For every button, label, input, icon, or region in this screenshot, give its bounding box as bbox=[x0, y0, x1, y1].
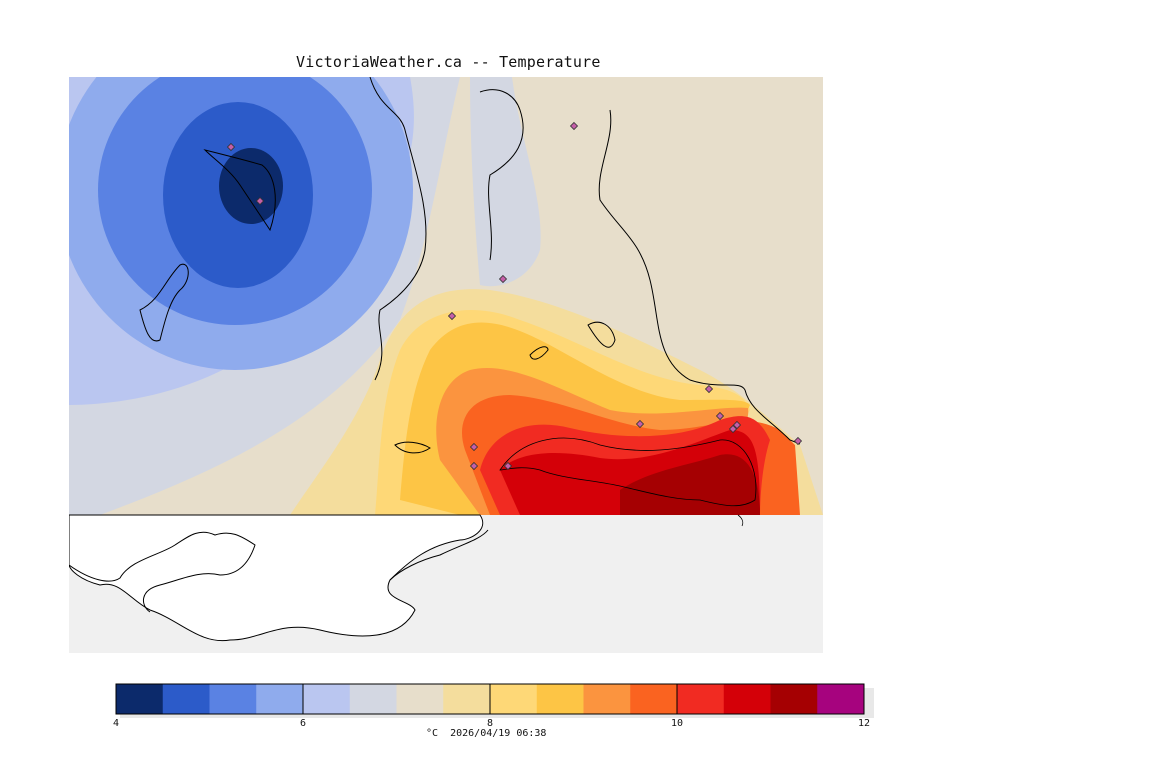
station-marker[interactable] bbox=[503, 461, 513, 471]
unit-label: °C bbox=[426, 728, 439, 739]
station-marker[interactable] bbox=[569, 121, 579, 131]
station-marker[interactable] bbox=[498, 274, 508, 284]
station-marker[interactable] bbox=[447, 311, 457, 321]
station-marker[interactable] bbox=[728, 424, 738, 434]
station-marker[interactable] bbox=[469, 442, 479, 452]
station-marker[interactable] bbox=[469, 461, 479, 471]
station-marker[interactable] bbox=[704, 384, 714, 394]
map-title: VictoriaWeather.ca -- Temperature bbox=[296, 53, 601, 71]
station-marker[interactable] bbox=[255, 196, 265, 206]
southern-coast bbox=[499, 437, 757, 527]
temperature-field bbox=[69, 77, 823, 515]
station-layer bbox=[226, 121, 803, 471]
station-marker[interactable] bbox=[715, 411, 725, 421]
colorbar-caption: °C 2026/04/19 06:38 bbox=[426, 728, 546, 739]
station-marker[interactable] bbox=[732, 420, 742, 430]
station-marker[interactable] bbox=[635, 419, 645, 429]
coastline bbox=[69, 77, 801, 613]
timestamp: 2026/04/19 06:38 bbox=[450, 728, 547, 739]
station-marker[interactable] bbox=[226, 142, 236, 152]
station-marker[interactable] bbox=[793, 436, 803, 446]
